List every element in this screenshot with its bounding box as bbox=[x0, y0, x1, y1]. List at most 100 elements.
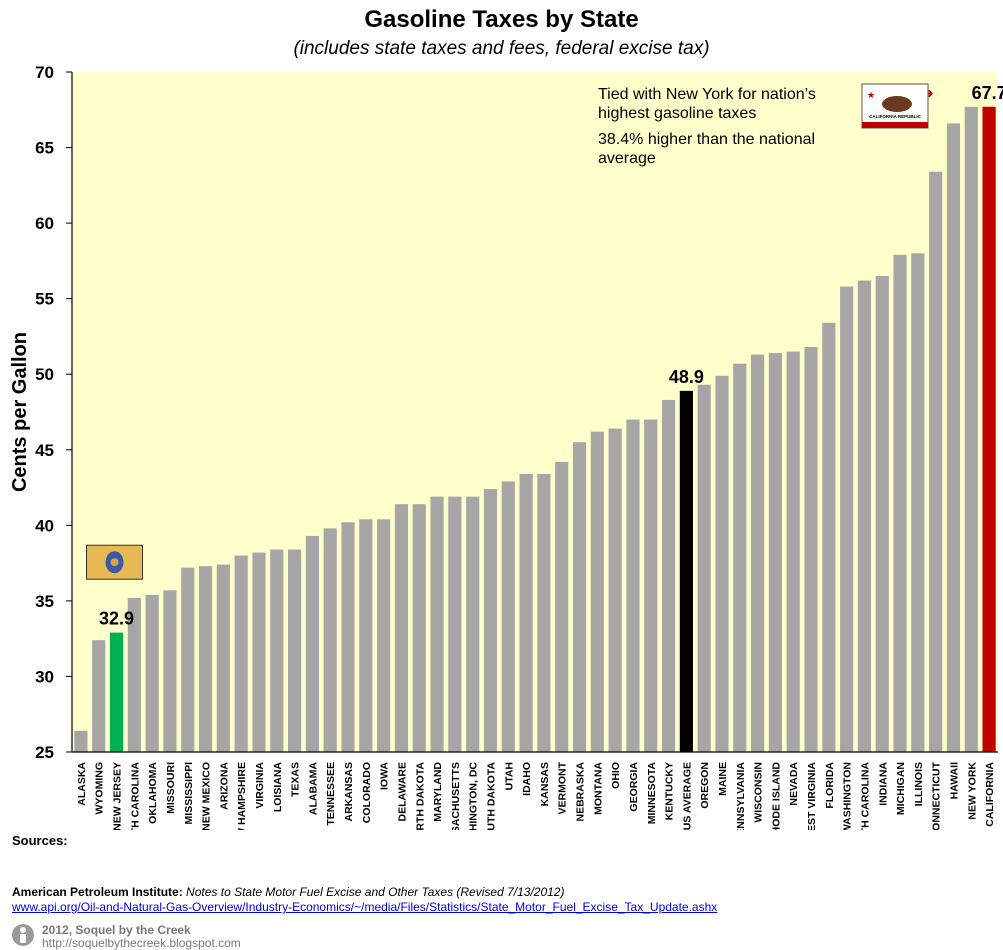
x-tick-label: RHODE ISLAND bbox=[770, 762, 782, 830]
annotation-california-1: Tied with New York for nation’s bbox=[598, 86, 816, 103]
x-tick-label: GEORGIA bbox=[628, 762, 640, 812]
bar bbox=[875, 276, 889, 752]
chart-subtitle: (includes state taxes and fees, federal … bbox=[293, 38, 710, 59]
x-tick-label: UTAH bbox=[503, 762, 515, 790]
y-tick-label: 35 bbox=[35, 592, 54, 611]
x-tick-label: KANSAS bbox=[539, 762, 551, 806]
x-tick-label: OREGON bbox=[699, 762, 711, 809]
bar bbox=[537, 473, 551, 752]
bar bbox=[198, 566, 213, 752]
info-person-icon bbox=[12, 924, 34, 946]
bar bbox=[430, 496, 444, 752]
x-tick-label: WASHINGTON, DC bbox=[468, 762, 480, 830]
svg-text:★: ★ bbox=[867, 91, 875, 101]
x-tick-label: NEW MEXICO bbox=[201, 762, 213, 830]
source-title: Notes to State Motor Fuel Excise and Oth… bbox=[186, 885, 565, 899]
bar bbox=[804, 347, 818, 752]
x-tick-label: WEST VIRGINIA bbox=[806, 762, 818, 830]
bar bbox=[412, 504, 426, 752]
bar bbox=[181, 567, 195, 752]
x-tick-label: NEW HAMPSHIRE bbox=[236, 762, 248, 830]
bar bbox=[145, 594, 159, 752]
bar bbox=[270, 549, 284, 752]
x-tick-label: DELAWARE bbox=[396, 762, 408, 822]
bar bbox=[92, 640, 106, 752]
x-tick-label: OHIO bbox=[610, 762, 622, 789]
bar bbox=[466, 496, 480, 752]
bar bbox=[127, 597, 141, 752]
bar bbox=[74, 730, 88, 752]
bar bbox=[216, 564, 230, 752]
annotation-california-2: highest gasoline taxes bbox=[598, 105, 756, 122]
bar bbox=[679, 390, 693, 752]
bar bbox=[608, 428, 622, 752]
x-tick-label: MAINE bbox=[717, 762, 729, 796]
bar bbox=[626, 419, 640, 752]
y-tick-label: 70 bbox=[35, 63, 54, 82]
bar bbox=[555, 461, 569, 752]
bar bbox=[323, 528, 337, 752]
footer-credit: 2012, Soquel by the Creek bbox=[42, 923, 191, 937]
x-tick-label: HAWAII bbox=[948, 762, 960, 799]
annotation-average-1: 38.4% higher than the national bbox=[598, 131, 815, 148]
bar bbox=[911, 253, 925, 753]
y-tick-label: 40 bbox=[35, 516, 54, 535]
y-tick-label: 65 bbox=[35, 139, 54, 158]
x-tick-label: NEBRASKA bbox=[575, 762, 587, 822]
x-tick-label: IDAHO bbox=[521, 762, 533, 796]
bar bbox=[519, 473, 533, 752]
bar bbox=[252, 552, 266, 752]
y-tick-label: 30 bbox=[35, 667, 54, 686]
y-tick-label: 55 bbox=[35, 290, 54, 309]
bar bbox=[305, 535, 319, 752]
bar bbox=[501, 481, 515, 752]
x-tick-label: MICHIGAN bbox=[895, 762, 907, 815]
x-tick-label: VIRGINIA bbox=[254, 762, 266, 809]
x-tick-label: MASSACHUSETTS bbox=[450, 762, 462, 830]
bar bbox=[715, 375, 729, 752]
x-tick-label: OKLAHOMA bbox=[147, 762, 159, 824]
bar bbox=[341, 522, 355, 752]
x-tick-label: ARIZONA bbox=[218, 762, 230, 810]
y-axis-title: Cents per Gallon bbox=[9, 332, 31, 492]
x-tick-label: MONTANA bbox=[592, 762, 604, 815]
x-tick-label: WASHINGTON bbox=[842, 762, 854, 830]
annotation-average-2: average bbox=[598, 150, 656, 167]
x-tick-label: NORTH DAKOTA bbox=[414, 762, 426, 830]
bar bbox=[982, 106, 996, 752]
data-label: 48.9 bbox=[669, 367, 704, 387]
x-tick-label: NORTH CAROLINA bbox=[859, 762, 871, 830]
bar bbox=[893, 254, 907, 752]
bar bbox=[929, 171, 943, 752]
bar bbox=[163, 590, 177, 752]
footer-link[interactable]: http://soquelbythecreek.blogspot.com bbox=[42, 936, 241, 950]
data-label: 67.7 bbox=[972, 83, 1003, 103]
x-tick-label: CALIFORNIA bbox=[984, 762, 996, 827]
bar bbox=[109, 632, 124, 752]
california-flag-icon: ★ CALIFORNIA REPUBLIC bbox=[861, 83, 929, 129]
bar bbox=[394, 504, 409, 752]
x-tick-label: ARKANSAS bbox=[343, 762, 355, 822]
x-tick-label: TEXAS bbox=[290, 762, 302, 797]
bar bbox=[786, 351, 800, 752]
bar bbox=[840, 286, 854, 752]
x-tick-label: MISSISSIPPI bbox=[183, 762, 195, 825]
bar bbox=[359, 519, 373, 752]
x-tick-label: WISCONSIN bbox=[753, 762, 765, 823]
sources-heading: Sources: bbox=[12, 833, 68, 848]
svg-text:CALIFORNIA REPUBLIC: CALIFORNIA REPUBLIC bbox=[869, 114, 922, 119]
x-tick-label: LOISIANA bbox=[272, 762, 284, 813]
x-tick-label: MARYLAND bbox=[432, 762, 444, 822]
bar bbox=[964, 106, 978, 752]
x-tick-label: US AVERAGE bbox=[681, 762, 693, 830]
x-tick-label: ILLINOIS bbox=[913, 762, 925, 806]
bar bbox=[288, 549, 302, 752]
x-tick-label: VERMONT bbox=[557, 761, 569, 814]
source-organization: American Petroleum Institute: bbox=[12, 885, 183, 899]
bar bbox=[768, 353, 782, 752]
bar bbox=[857, 280, 872, 752]
bar bbox=[751, 354, 765, 752]
x-tick-label: SOUTH CAROLINA bbox=[129, 762, 141, 830]
source-link[interactable]: www.api.org/Oil-and-Natural-Gas-Overview… bbox=[12, 900, 718, 914]
bar bbox=[946, 123, 961, 752]
